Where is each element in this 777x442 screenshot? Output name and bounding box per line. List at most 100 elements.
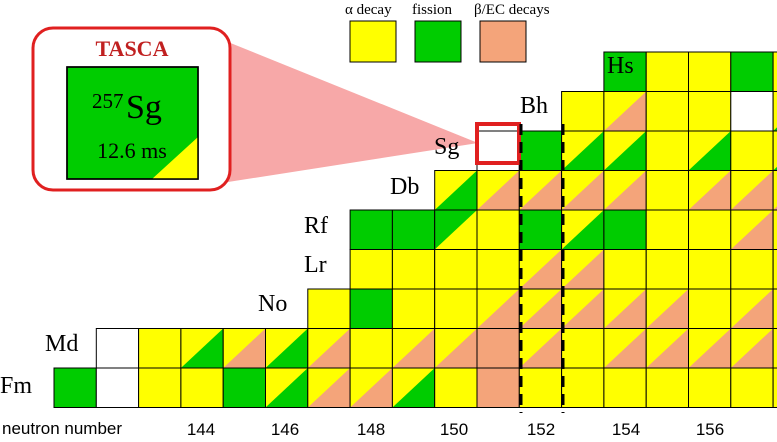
- nuclide-cell-md-14: [645, 328, 690, 369]
- element-label-lr: Lr: [304, 252, 327, 278]
- element-label-fm: Fm: [0, 373, 32, 399]
- nuclide-cell-no-15: [688, 288, 732, 329]
- legend-swatch-alpha: [349, 20, 397, 63]
- nuclide-cell-md-11: [518, 328, 563, 369]
- nuclide-cell-rf-12: [561, 209, 605, 250]
- nuclide-cell-sg-12: [561, 130, 605, 171]
- nuclide-cell-db-10: [476, 170, 520, 211]
- nuclide-cell-hs-15: [688, 51, 732, 92]
- nuclide-cell-lr-11: [518, 249, 563, 290]
- nuclide-cell-md-7: [349, 328, 393, 369]
- nuclide-cell-bh-16: [730, 91, 774, 132]
- callout-cell-border: [66, 66, 199, 180]
- nuclide-cell-bh-12: [561, 91, 605, 132]
- nuclide-cell-fm-12: [561, 367, 605, 408]
- tasca-callout: TASCA 257 Sg 12.6 ms: [31, 26, 232, 192]
- nuclide-cell-fm-16: [730, 367, 774, 408]
- nuclide-cell-lr-13: [603, 249, 647, 290]
- nuclide-cell-sg-16: [730, 130, 774, 171]
- callout-cell-alpha-corner: [152, 137, 198, 179]
- nuclide-cell-db-15: [688, 170, 732, 211]
- x-tick-146: 146: [271, 420, 299, 437]
- nuclide-cell-db-11: [518, 170, 563, 211]
- legend: α decay fission β/EC decays: [345, 2, 550, 63]
- nuclide-cell-bh-14: [645, 91, 690, 132]
- nuclide-cell-md-13: [603, 328, 647, 369]
- nuclide-cell-md-9: [434, 328, 478, 369]
- nuclide-cell-bh-17: [772, 91, 777, 132]
- callout-half-life: 12.6 ms: [97, 138, 167, 163]
- nuclide-cell-sg-13: [603, 130, 647, 171]
- nuclide-cell-hs-17: [772, 51, 777, 92]
- nuclide-cell-lr-9: [434, 249, 478, 290]
- nuclide-cell-lr-8: [391, 249, 436, 290]
- nuclide-cell-rf-11: [518, 209, 563, 250]
- nuclide-cell-fm-9: [434, 367, 478, 408]
- nuclide-cell-bh-13: [603, 91, 647, 132]
- nuclide-cell-rf-17: [772, 209, 777, 250]
- nuclide-cell-rf-10: [476, 209, 520, 250]
- nuclide-cell-lr-10: [476, 249, 520, 290]
- nuclide-cell-md-3: [180, 328, 224, 369]
- callout-mass-number: 257: [92, 89, 124, 113]
- nuclide-grid: [53, 51, 777, 408]
- x-axis: neutron number 144 146 148 150 152 154 1…: [2, 419, 724, 439]
- element-label-sg: Sg: [434, 134, 459, 160]
- nuclide-cell-md-10: [476, 328, 520, 369]
- element-label-rf: Rf: [304, 213, 328, 239]
- element-label-hs: Hs: [607, 53, 634, 79]
- x-tick-144: 144: [187, 420, 215, 437]
- nuclide-cell-md-5: [265, 328, 309, 369]
- legend-label-alpha: α decay: [345, 2, 392, 18]
- nuclide-cell-md-17: [772, 328, 777, 369]
- nuclide-cell-db-16: [730, 170, 774, 211]
- nuclide-cell-no-16: [730, 288, 774, 329]
- nuclide-cell-lr-7: [349, 249, 393, 290]
- element-label-md: Md: [45, 331, 78, 357]
- callout-element: Sg: [126, 89, 162, 126]
- nuclide-cell-hs-14: [645, 51, 690, 92]
- nuclide-cell-db-17: [772, 170, 777, 211]
- x-tick-156: 156: [696, 420, 724, 437]
- nuclide-cell-fm-11: [518, 367, 563, 408]
- nuclide-cell-fm-1: [95, 367, 140, 408]
- nuclide-cell-rf-14: [645, 209, 690, 250]
- nuclide-cell-hs-13: [603, 51, 647, 92]
- x-axis-title: neutron number: [2, 419, 122, 437]
- nuclide-cell-fm-8: [391, 367, 436, 408]
- element-label-no: No: [258, 291, 287, 317]
- nuclide-cell-fm-2: [138, 367, 182, 408]
- nuclide-cell-lr-17: [772, 249, 777, 290]
- nuclide-cell-no-8: [391, 288, 436, 329]
- nuclide-cell-lr-14: [645, 249, 690, 290]
- nuclide-cell-no-17: [772, 288, 777, 329]
- nuclide-cell-rf-13: [603, 209, 647, 250]
- element-label-bh: Bh: [520, 93, 548, 119]
- nuclide-cell-fm-10: [476, 367, 520, 408]
- nuclide-cell-md-6: [307, 328, 351, 369]
- nuclide-cell-fm-4: [222, 367, 266, 408]
- callout-wedge: [228, 42, 478, 182]
- legend-swatch-fission: [414, 20, 462, 63]
- nuclide-cell-fm-15: [688, 367, 732, 408]
- nuclide-cell-sg-15: [688, 130, 732, 171]
- nuclide-cell-rf-9: [434, 209, 478, 250]
- element-label-db: Db: [390, 174, 419, 200]
- nuclide-cell-fm-3: [180, 367, 224, 408]
- nuclide-cell-fm-17: [772, 367, 777, 408]
- legend-label-fission: fission: [412, 2, 453, 18]
- legend-label-beta: β/EC decays: [474, 2, 550, 18]
- nuclide-cell-no-12: [561, 288, 605, 329]
- x-tick-148: 148: [357, 420, 385, 437]
- nuclide-cell-no-11: [518, 288, 563, 329]
- nuclide-cell-db-14: [645, 170, 690, 211]
- nuclide-cell-fm-0: [53, 367, 97, 408]
- x-tick-150: 150: [440, 420, 468, 437]
- nuclide-cell-sg-11: [518, 130, 563, 171]
- nuclide-cell-no-9: [434, 288, 478, 329]
- nuclide-cell-fm-7: [349, 367, 393, 408]
- nuclide-cell-md-12: [561, 328, 605, 369]
- nuclide-cell-no-6: [307, 288, 351, 329]
